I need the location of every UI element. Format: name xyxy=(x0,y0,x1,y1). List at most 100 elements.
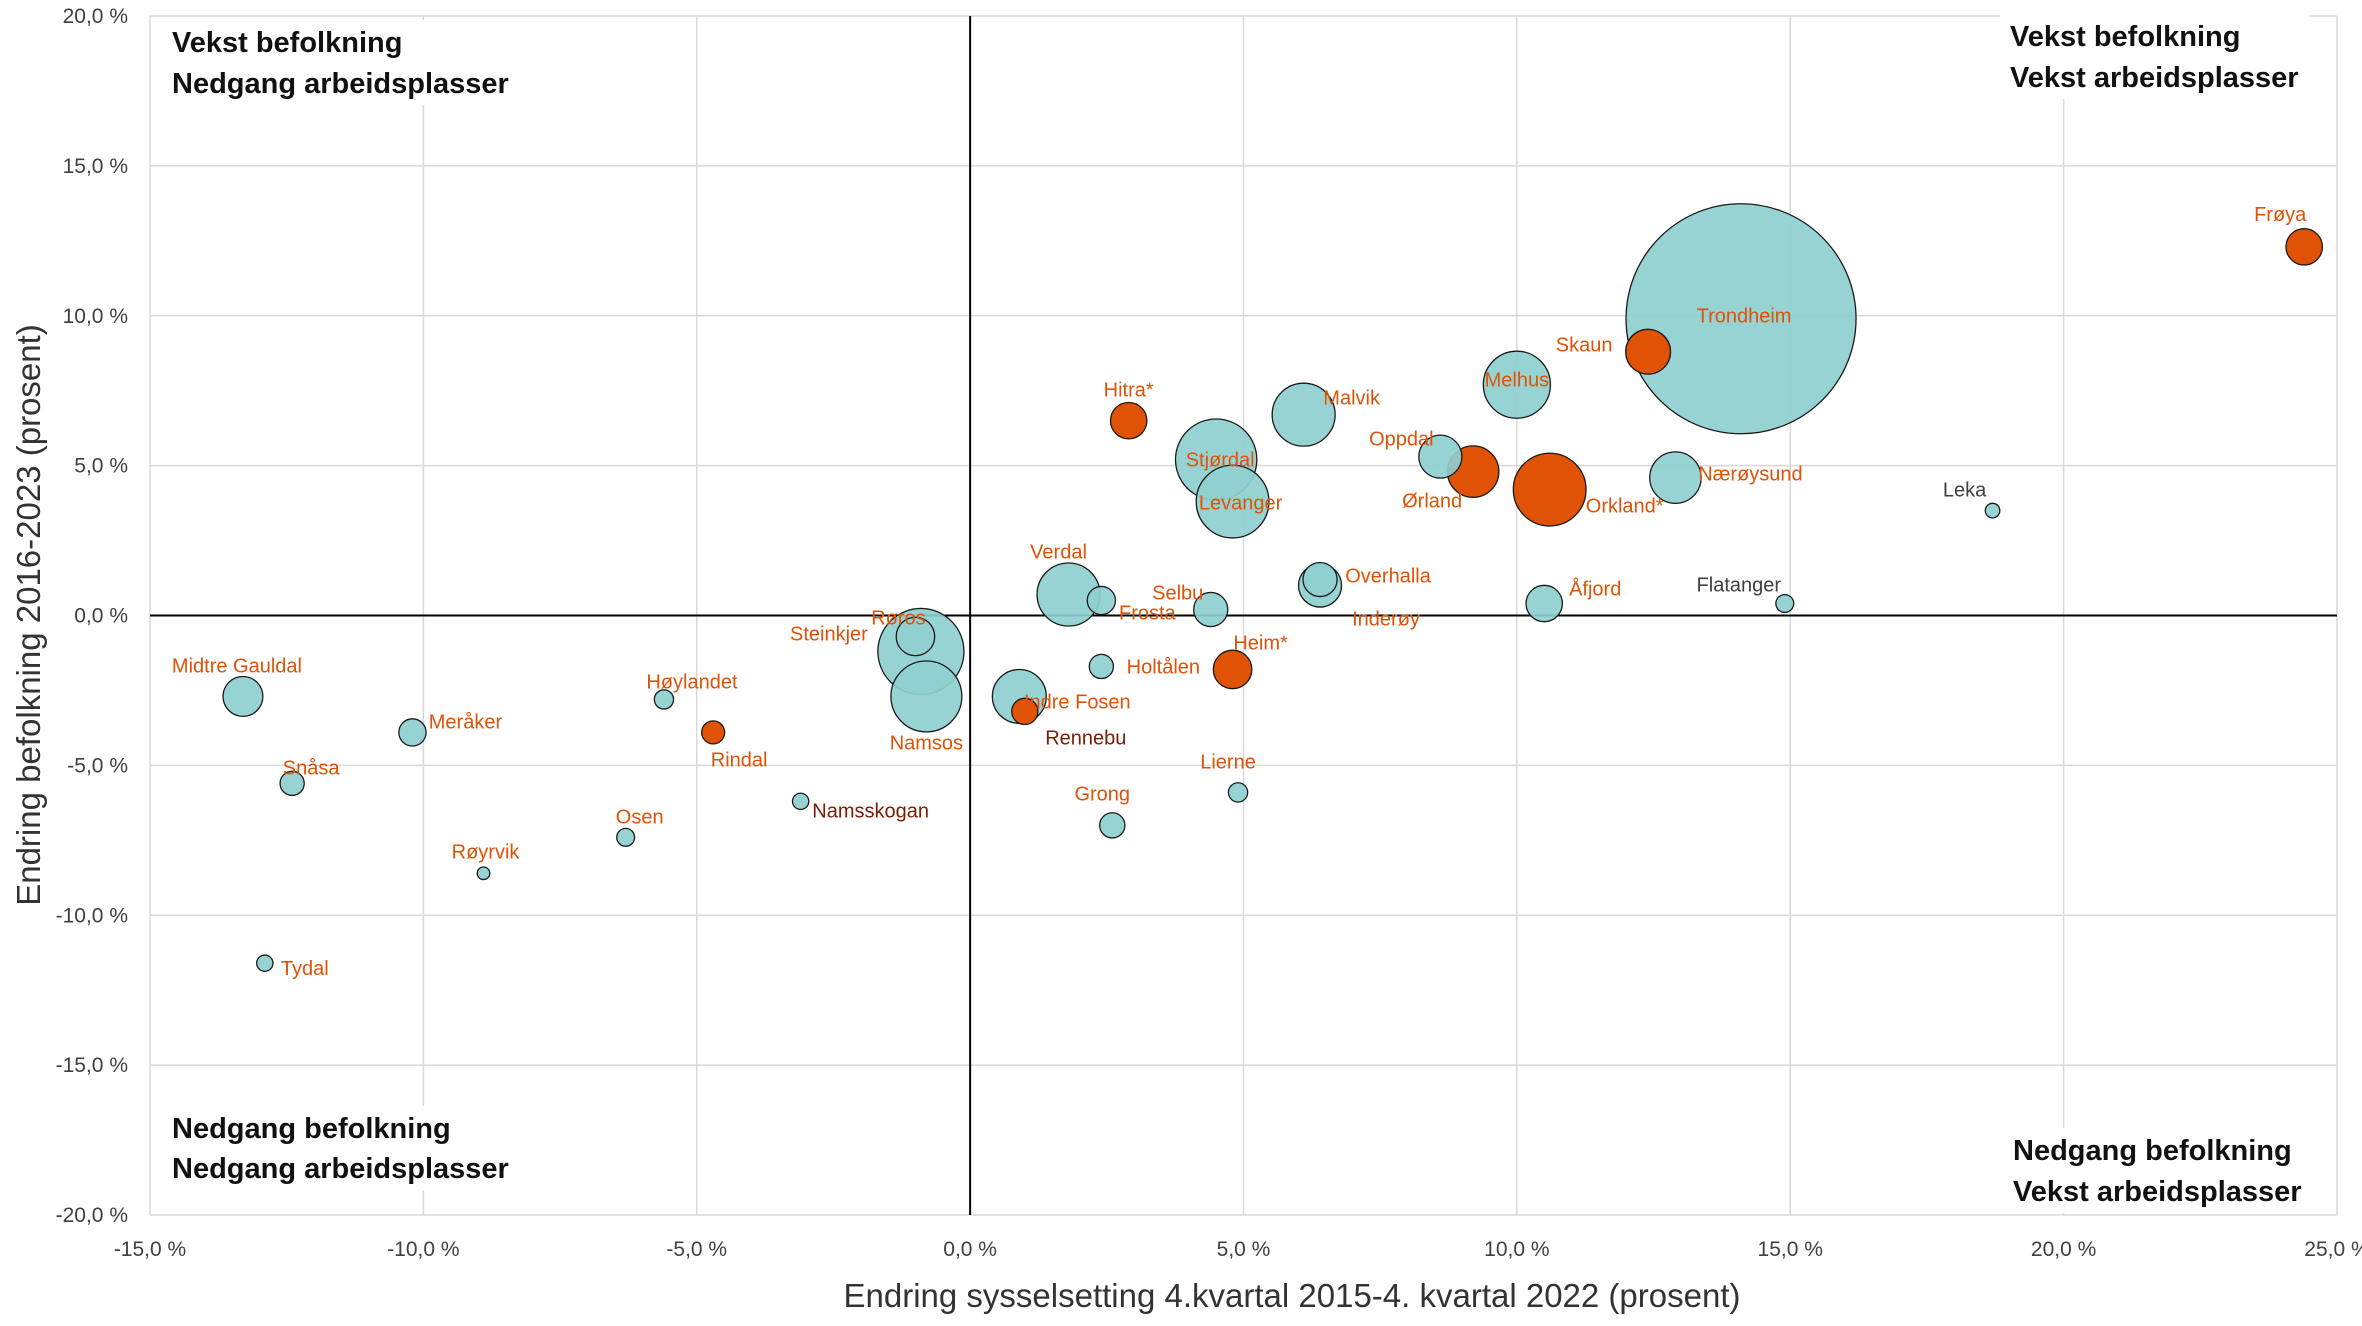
y-tick-label: -15,0 % xyxy=(56,1054,128,1077)
x-tick-label: 0,0 % xyxy=(943,1238,997,1261)
label-lierne: Lierne xyxy=(1200,751,1256,773)
quadrant-top-left-line-2: Nedgang arbeidsplasser xyxy=(172,68,509,100)
label-midtre-gauldal: Midtre Gauldal xyxy=(172,655,302,677)
quadrant-bottom-right-line-2: Vekst arbeidsplasser xyxy=(2013,1176,2302,1208)
bubble-skaun xyxy=(1625,328,1672,375)
label-snåsa: Snåsa xyxy=(283,757,341,779)
bubble-holtålen xyxy=(1088,653,1115,680)
bubble-lierne xyxy=(1227,782,1249,803)
quadrant-top-right-line-1: Vekst befolkning xyxy=(2010,21,2240,53)
x-tick-label: 25,0 % xyxy=(2304,1238,2362,1261)
y-tick-label: -20,0 % xyxy=(56,1204,128,1227)
bubble-selbu xyxy=(1192,591,1229,628)
label-hitra: Hitra* xyxy=(1104,380,1154,402)
y-tick-label: 0,0 % xyxy=(74,605,128,628)
y-tick-label: -10,0 % xyxy=(56,904,128,927)
label-indre-fosen: Indre Fosen xyxy=(1024,691,1131,713)
x-tick-label: 20,0 % xyxy=(2031,1238,2096,1261)
label-namsos: Namsos xyxy=(890,732,963,754)
label-inderøy: Inderøy xyxy=(1352,609,1420,631)
bubble-namsskogan xyxy=(791,792,810,811)
bubble-hitra xyxy=(1109,401,1148,440)
label-frøya: Frøya xyxy=(2254,204,2307,226)
label-flatanger: Flatanger xyxy=(1697,575,1782,597)
label-frosta: Frosta xyxy=(1119,603,1177,625)
bubble-høylandet xyxy=(653,689,675,710)
x-tick-label: 15,0 % xyxy=(1758,1238,1823,1261)
bubble-frøya xyxy=(2285,227,2324,266)
bubble-tydal xyxy=(256,954,274,972)
label-oppdal: Oppdal xyxy=(1369,429,1434,451)
label-rindal: Rindal xyxy=(711,749,768,771)
bubble-malvik xyxy=(1271,382,1336,447)
bubble-levanger xyxy=(1195,464,1270,539)
quadrant-top-right: Vekst befolkning Vekst arbeidsplasser xyxy=(2010,21,2299,94)
label-melhus: Melhus xyxy=(1485,370,1549,392)
caption-backdrop xyxy=(2000,14,2310,99)
label-selbu: Selbu xyxy=(1152,583,1203,605)
y-axis-title: Endring befolkning 2016-2023 (prosent) xyxy=(10,324,47,906)
quadrant-top-left: Vekst befolkning Nedgang arbeidsplasser xyxy=(172,27,509,100)
quadrant-top-left-line-1: Vekst befolkning xyxy=(172,27,402,59)
bubble-røyrvik xyxy=(476,866,491,881)
bubble-åfjord xyxy=(1525,584,1564,623)
y-tick-label: 15,0 % xyxy=(63,155,128,178)
caption-backdrop xyxy=(2004,1128,2314,1213)
y-tick-label: 20,0 % xyxy=(63,5,128,28)
label-åfjord: Åfjord xyxy=(1569,578,1621,601)
label-orkland: Orkland* xyxy=(1586,496,1664,518)
label-overhalla: Overhalla xyxy=(1345,566,1431,588)
bubble-meråker xyxy=(398,718,427,747)
quadrant-bottom-left: Nedgang befolkning Nedgang arbeidsplasse… xyxy=(172,1113,509,1185)
x-tick-label: 10,0 % xyxy=(1484,1238,1549,1261)
label-høylandet: Høylandet xyxy=(646,671,738,693)
bubble-midtre-gauldal xyxy=(222,675,264,718)
label-osen: Osen xyxy=(616,806,664,828)
caption-backdrop xyxy=(168,20,508,105)
y-tick-label: 5,0 % xyxy=(74,455,128,478)
label-grong: Grong xyxy=(1074,783,1130,805)
label-røros: Røros xyxy=(871,607,925,629)
bubble-rindal xyxy=(701,720,726,745)
bubbles xyxy=(222,203,2324,972)
bubble-røros xyxy=(895,616,936,657)
point-labels: Trondheim Frøya Skaun Melhus Malvik Hitra* Stj… xyxy=(172,204,2307,980)
quadrant-bottom-right-line-1: Nedgang befolkning xyxy=(2013,1135,2292,1167)
bubble-oppdal xyxy=(1418,434,1463,479)
bubble-melhus xyxy=(1482,350,1552,419)
label-leka: Leka xyxy=(1943,480,1987,502)
axes xyxy=(150,16,2337,1215)
bubble-trondheim xyxy=(1625,203,1857,435)
label-ørland: Ørland xyxy=(1402,491,1462,513)
label-tydal: Tydal xyxy=(281,958,329,980)
bubble-overhalla xyxy=(1302,561,1338,598)
quadrant-bottom-left-line-1: Nedgang befolkning xyxy=(172,1113,451,1145)
bubble-grong xyxy=(1099,812,1126,839)
label-namsskogan: Namsskogan xyxy=(812,800,929,822)
label-skaun: Skaun xyxy=(1556,335,1613,357)
y-tick-label: -5,0 % xyxy=(67,754,128,777)
label-steinkjer: Steinkjer xyxy=(790,623,868,645)
x-tick-label: -15,0 % xyxy=(114,1238,186,1261)
label-røyrvik: Røyrvik xyxy=(452,841,521,863)
bubble-orkland xyxy=(1512,452,1587,527)
bubble-rennebu xyxy=(1011,697,1039,726)
bubble-heim xyxy=(1212,649,1253,690)
label-verdal: Verdal xyxy=(1030,542,1087,564)
x-tick-label: -5,0 % xyxy=(666,1238,727,1261)
label-stjørdal: Stjørdal xyxy=(1186,450,1255,472)
bubble-snåsa xyxy=(279,770,305,797)
label-nærøysund: Nærøysund xyxy=(1698,464,1802,486)
quadrant-bottom-left-line-2: Nedgang arbeidsplasser xyxy=(172,1153,509,1185)
x-tick-label: 5,0 % xyxy=(1217,1238,1271,1261)
y-tick-label: 10,0 % xyxy=(63,305,128,328)
x-tick-label: -10,0 % xyxy=(387,1238,459,1261)
label-holtålen: Holtålen xyxy=(1127,656,1200,678)
label-heim: Heim* xyxy=(1233,632,1288,654)
quadrant-bottom-right: Nedgang befolkning Vekst arbeidsplasser xyxy=(2013,1135,2302,1208)
label-rennebu: Rennebu xyxy=(1045,727,1126,749)
bubble-nærøysund xyxy=(1649,451,1702,504)
tick-labels: -15,0 % -10,0 % -5,0 % 0,0 % 5,0 % 10,0 % 15,0… xyxy=(56,5,2362,1261)
bubble-osen xyxy=(616,827,636,847)
